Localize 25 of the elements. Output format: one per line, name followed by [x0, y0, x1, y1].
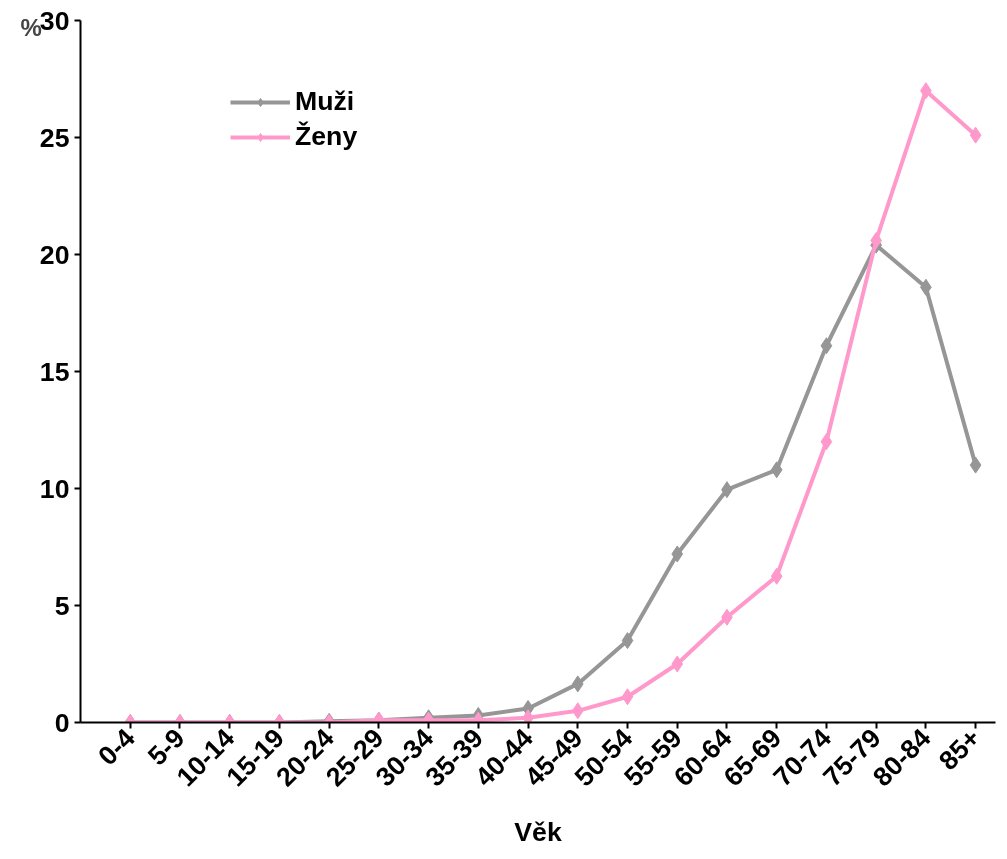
point: [621, 632, 634, 650]
y-tick-label: 15: [39, 356, 70, 387]
point: [969, 456, 982, 474]
point: [671, 545, 684, 563]
point: [820, 433, 833, 451]
x-tick-label: 0-4: [92, 722, 141, 772]
point: [571, 702, 584, 720]
y-tick-label: 25: [39, 122, 70, 153]
x-tick-label: 85+: [933, 722, 987, 777]
point: [522, 709, 534, 723]
y-tick-label: 20: [39, 239, 70, 270]
y-tick-label: 0: [54, 707, 70, 738]
point: [621, 688, 634, 706]
point: [820, 337, 833, 355]
y-tick-label: 5: [54, 590, 70, 621]
point: [770, 461, 783, 479]
y-tick-label: 10: [39, 473, 70, 504]
x-axis-title: Věk: [514, 817, 562, 848]
point: [770, 567, 783, 585]
y-axis-title: %: [20, 13, 42, 41]
point: [571, 675, 584, 693]
point: [671, 655, 684, 673]
point: [969, 126, 982, 144]
legend-label: Muži: [295, 86, 355, 117]
legend-label: Ženy: [295, 121, 358, 152]
